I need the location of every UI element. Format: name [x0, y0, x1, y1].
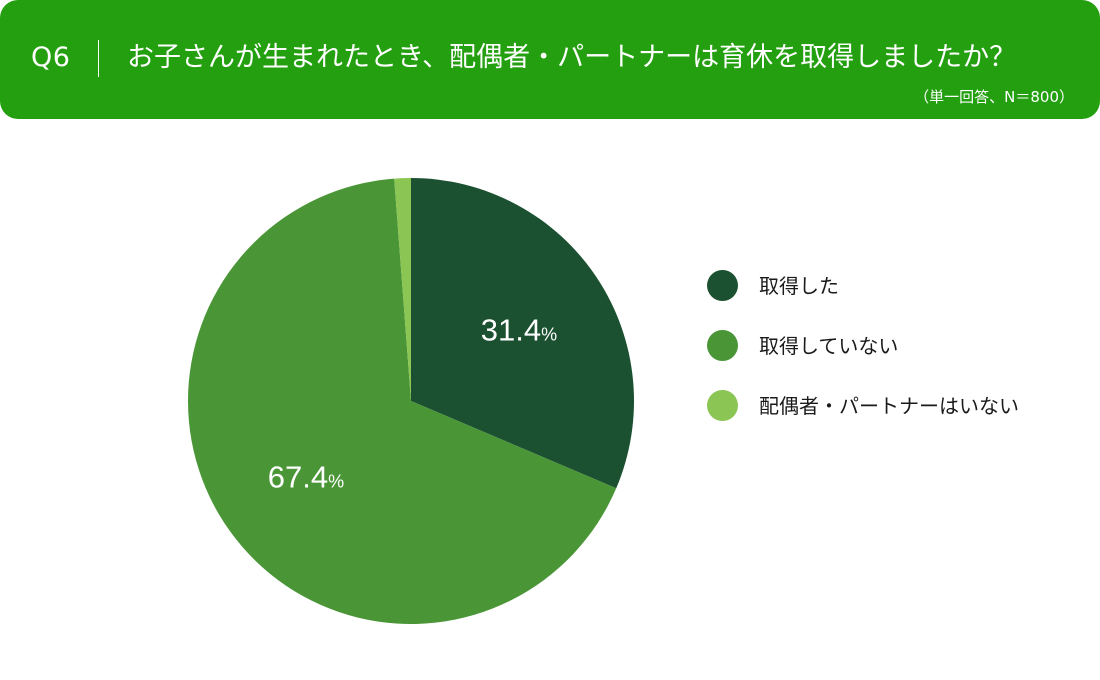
data-label-not-took: 67.4%	[268, 459, 344, 494]
legend-swatch-not-took	[707, 330, 738, 361]
legend-label-took: 取得した	[759, 274, 839, 298]
legend-label-not-took: 取得していない	[759, 334, 899, 358]
question-title: お子さんが生まれたとき、配偶者・パートナーは育休を取得しましたか？	[127, 42, 1017, 73]
question-header: Q6 お子さんが生まれたとき、配偶者・パートナーは育休を取得しましたか？ （単一…	[0, 0, 1100, 119]
pie-slice-not-took	[188, 178, 617, 624]
legend-label-no-partner: 配偶者・パートナーはいない	[759, 394, 1019, 418]
pie-slice-no-partner	[394, 178, 411, 401]
legend-swatch-no-partner	[707, 390, 738, 421]
header-divider	[98, 40, 99, 77]
question-number: Q6	[31, 42, 71, 73]
legend-swatch-took	[707, 270, 738, 301]
data-label-took: 31.4%	[481, 313, 557, 348]
pie-slice-took	[411, 178, 634, 489]
sample-note: （単一回答、N＝800）	[914, 88, 1074, 106]
